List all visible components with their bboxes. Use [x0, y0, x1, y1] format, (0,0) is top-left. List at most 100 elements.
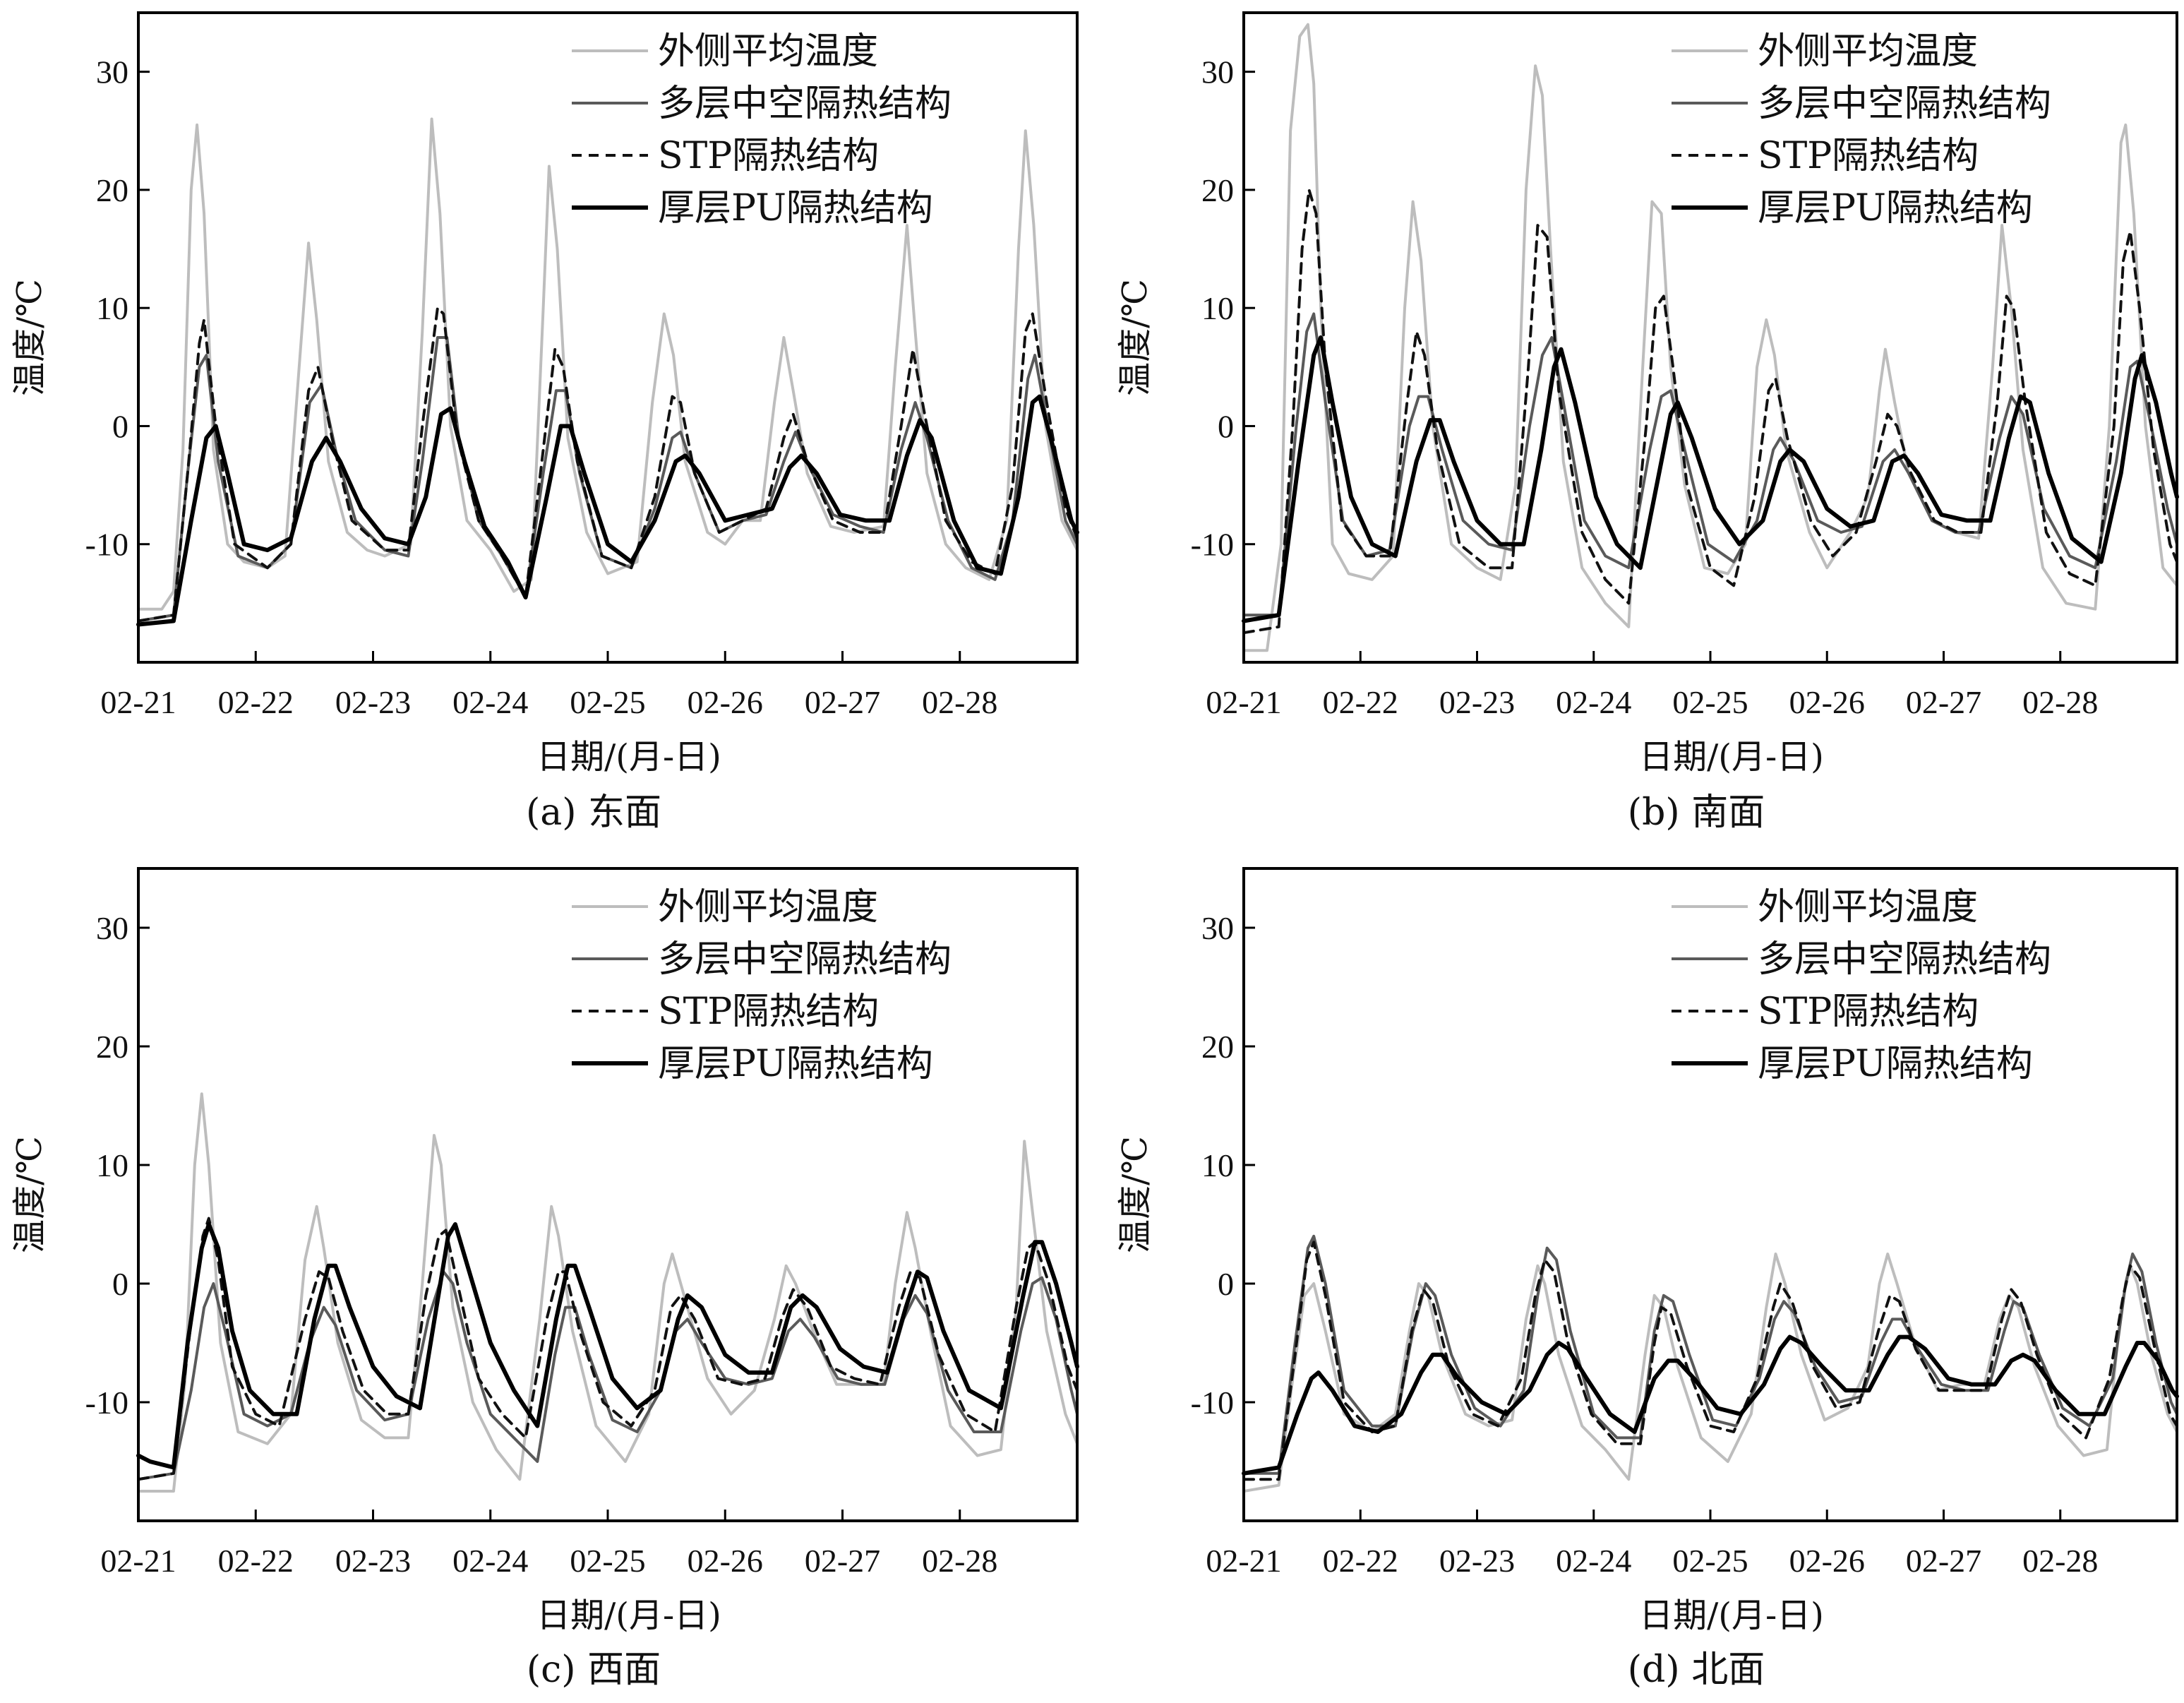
x-tick-label: 02-22: [1323, 684, 1398, 720]
legend-label: 外侧平均温度: [1758, 30, 1978, 73]
series-line-1: [1242, 1253, 2178, 1493]
panel-caption: (a) 东面: [526, 791, 661, 834]
x-axis-label: 日期/(月-日): [1639, 737, 1824, 777]
y-axis-label: 温度/℃: [10, 1136, 49, 1253]
x-tick-label: 02-25: [1672, 684, 1748, 720]
series-line-4: [136, 1222, 1079, 1470]
x-tick-label: 02-21: [1206, 1543, 1281, 1579]
x-tick-label: 02-21: [100, 684, 176, 720]
legend-label: 厚层PU隔热结构: [1758, 1043, 2033, 1085]
y-tick-label: -10: [1191, 1385, 1234, 1421]
y-tick-label: 0: [1218, 1266, 1234, 1302]
y-tick-label: 10: [1201, 1147, 1234, 1183]
y-axis-label: 温度/℃: [1115, 1136, 1155, 1253]
series-line-3: [137, 306, 1079, 623]
series-line-3: [1242, 1241, 2178, 1481]
y-tick-label: 30: [1201, 54, 1234, 90]
series-group: [136, 1092, 1079, 1493]
chart-panel-3: -10 0 10 20 30 02-21 02-22 02-23 02-24 02-25 02-26…: [10, 867, 1079, 1691]
x-axis-label: 日期/(月-日): [536, 1596, 721, 1635]
y-tick-label: 20: [1201, 1029, 1234, 1065]
y-tick-label: 20: [96, 1029, 128, 1065]
y-axis-label: 温度/℃: [1115, 279, 1155, 396]
x-tick-label: 02-24: [452, 684, 528, 720]
legend-label: 多层中空隔热结构: [1758, 83, 2051, 125]
panel-caption: (c) 西面: [527, 1649, 661, 1691]
x-tick-label: 02-22: [218, 1543, 294, 1579]
y-tick-label: 10: [96, 290, 128, 326]
series-line-1: [137, 1092, 1079, 1493]
x-tick-label: 02-25: [570, 1543, 645, 1579]
legend-label: 外侧平均温度: [1758, 886, 1978, 928]
legend-label: 厚层PU隔热结构: [1758, 187, 2033, 229]
chart-panel-1: -10 0 10 20 30 02-21 02-22 02-23 02-24 02-25 02-26…: [10, 11, 1079, 834]
series-line-2: [1242, 312, 2178, 617]
series-line-1: [1242, 23, 2178, 652]
series-line-4: [136, 394, 1079, 627]
x-axis-label: 日期/(月-日): [536, 737, 721, 777]
y-tick-label: 20: [96, 172, 128, 208]
series-line-4: [1242, 335, 2179, 623]
x-tick-label: 02-26: [1789, 1543, 1865, 1579]
legend-label: 厚层PU隔热结构: [658, 187, 933, 229]
legend-label: STP隔热结构: [1758, 991, 1979, 1033]
y-tick-label: 0: [112, 408, 128, 444]
x-tick-label: 02-24: [1556, 684, 1631, 720]
x-tick-label: 02-22: [1323, 1543, 1398, 1579]
y-tick-label: 0: [1218, 408, 1234, 444]
x-tick-label: 02-28: [922, 1543, 997, 1579]
panel-caption: (b) 南面: [1628, 791, 1765, 834]
legend-label: STP隔热结构: [1758, 135, 1979, 177]
x-tick-label: 02-27: [1906, 1543, 1981, 1579]
y-tick-label: 30: [96, 54, 128, 90]
chart-panel-4: -10 0 10 20 30 02-21 02-22 02-23 02-24 02-25 02-26…: [1115, 867, 2179, 1691]
series-line-3: [137, 1217, 1079, 1481]
x-axis-label: 日期/(月-日): [1639, 1596, 1824, 1635]
legend-label: 多层中空隔热结构: [658, 83, 952, 125]
x-tick-label: 02-27: [805, 684, 880, 720]
y-tick-label: -10: [85, 527, 128, 563]
x-tick-label: 02-25: [570, 684, 645, 720]
legend-label: STP隔热结构: [658, 991, 879, 1033]
panel-caption: (d) 北面: [1628, 1649, 1765, 1691]
x-tick-label: 02-27: [1906, 684, 1981, 720]
y-tick-label: 30: [1201, 910, 1234, 946]
x-tick-label: 02-27: [805, 1543, 880, 1579]
x-tick-label: 02-26: [688, 684, 763, 720]
x-tick-label: 02-23: [1439, 684, 1515, 720]
y-tick-label: 30: [96, 910, 128, 946]
y-axis-label: 温度/℃: [10, 279, 49, 396]
x-tick-label: 02-23: [335, 1543, 411, 1579]
chart-panel-2: -10 0 10 20 30 02-21 02-22 02-23 02-24 02-25 02-26…: [1115, 11, 2179, 834]
x-tick-label: 02-28: [2022, 1543, 2098, 1579]
x-tick-label: 02-26: [688, 1543, 763, 1579]
y-tick-label: 20: [1201, 172, 1234, 208]
legend-label: 外侧平均温度: [658, 30, 878, 73]
x-tick-label: 02-23: [1439, 1543, 1515, 1579]
x-tick-label: 02-22: [218, 684, 294, 720]
series-line-3: [1242, 188, 2178, 635]
x-tick-label: 02-24: [1556, 1543, 1631, 1579]
legend-label: 多层中空隔热结构: [1758, 938, 2051, 981]
x-tick-label: 02-28: [922, 684, 997, 720]
series-line-1: [137, 117, 1079, 611]
series-line-4: [1242, 1334, 2179, 1476]
x-tick-label: 02-26: [1789, 684, 1865, 720]
legend-label: 多层中空隔热结构: [658, 938, 952, 981]
legend-label: 厚层PU隔热结构: [658, 1043, 933, 1085]
x-tick-label: 02-24: [452, 1543, 528, 1579]
legend-label: 外侧平均温度: [658, 886, 878, 928]
x-tick-label: 02-21: [100, 1543, 176, 1579]
y-tick-label: 0: [112, 1266, 128, 1302]
x-tick-label: 02-25: [1672, 1543, 1748, 1579]
series-line-2: [1242, 1234, 2178, 1475]
x-tick-label: 02-21: [1206, 684, 1281, 720]
y-tick-label: 10: [96, 1147, 128, 1183]
series-group: [1242, 23, 2179, 652]
y-tick-label: -10: [1191, 527, 1234, 563]
